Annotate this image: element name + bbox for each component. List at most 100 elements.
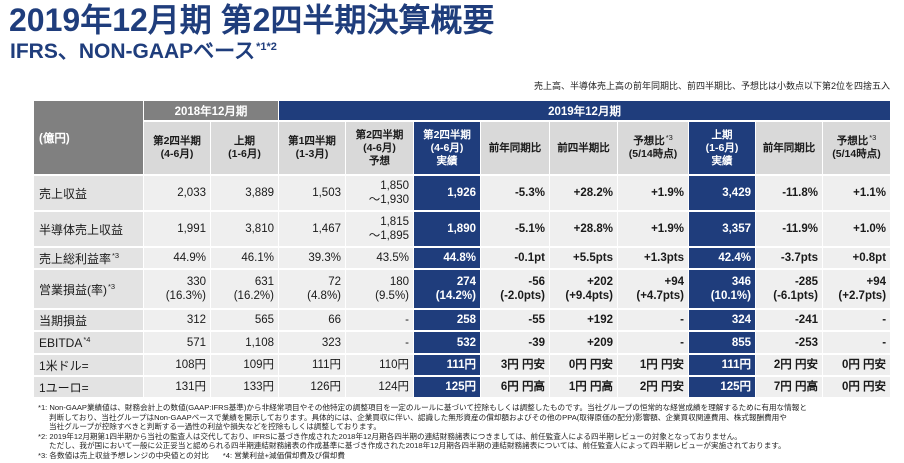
table-cell: -241 (755, 308, 823, 332)
table-cell: 1,815 〜1,895 (345, 210, 414, 248)
column-header-line: (5/14時点) (619, 148, 688, 161)
footnote-text: 当社グループが控除すべきと判断する一過性の利益や損失などを控除もしくは調整してお… (49, 422, 381, 432)
row-label-text: 半導体売上収益 (39, 222, 124, 237)
table-cell: +28.2% (549, 174, 618, 212)
cell-value: -0.1pt (514, 252, 545, 264)
column-header-line: 予想比*3 (619, 133, 688, 148)
table-cell: -56 (-2.0pts) (480, 268, 550, 310)
cell-line: +94 (866, 276, 887, 288)
table-cell: 312 (143, 308, 211, 332)
table-cell: 39.3% (278, 246, 346, 270)
period-header: 2019年12月期 (277, 99, 892, 122)
period-header-row: (億円) 2018年12月期 2019年12月期 (33, 99, 892, 176)
cell-value: 1円 円安 (639, 359, 684, 371)
table-cell: 0円 円安 (821, 375, 892, 399)
table-cell: 131円 (143, 375, 211, 399)
cell-line: (16.3%) (165, 290, 206, 302)
page-subtitle: IFRS、NON-GAAPベース*1*2 (10, 40, 277, 64)
table-cell: -11.8% (755, 174, 823, 212)
column-header: 第2四半期 (4-6月) 実績 (413, 120, 481, 176)
table-cell: 2円 円安 (755, 353, 823, 377)
cell-value: -5.1% (514, 223, 545, 235)
column-header-text: 上期 (711, 128, 733, 141)
row-label-text: 当期損益 (39, 313, 88, 328)
footnote-text: *1: Non-GAAP業績値は、財務会計上の数値(GAAP:IFRS基準)から… (38, 403, 807, 412)
table-cell: 6円 円高 (480, 375, 550, 399)
table-cell: +1.3pts (617, 246, 689, 270)
column-header: 上期 (1-6月) (210, 120, 279, 176)
table-cell: 2円 円安 (617, 375, 689, 399)
table-cell: 125円 (688, 375, 756, 399)
table-cell: - (821, 308, 892, 332)
table-cell: +1.1% (821, 174, 892, 212)
column-header-text: (1-3月) (295, 148, 329, 160)
results-table: (億円) 2018年12月期 2019年12月期 第2四半期 (4-6月) 上期 (1-… (33, 99, 892, 399)
footnote-text: *4: 営業利益+減価償却費及び償却費 (222, 450, 345, 460)
cell-value: 1,890 (447, 223, 476, 235)
cell-value: -39 (528, 336, 545, 349)
cell-line: 180 (389, 276, 409, 288)
footnotes: *1: Non-GAAP業績値は、財務会計上の数値(GAAP:IFRS基準)から… (38, 403, 896, 461)
table-cell: - (345, 330, 414, 355)
cell-line: 1,850 (380, 180, 409, 192)
cell-value: 0円 円安 (568, 359, 613, 371)
cell-value: 0円 円安 (841, 381, 887, 393)
cell-value: +0.8pt (852, 252, 887, 264)
row-label: 営業損益(率)*3 (33, 268, 144, 310)
column-header-line: (4-6月) (415, 141, 480, 155)
cell-value: 111円 (721, 359, 751, 371)
cell-value: +1.3pts (644, 252, 684, 264)
table-cell: 180 (9.5%) (345, 268, 414, 310)
column-header-text: (4-6月) (363, 141, 396, 154)
footnote-line: *1: Non-GAAP業績値は、財務会計上の数値(GAAP:IFRS基準)から… (38, 403, 896, 413)
cell-value: 133円 (243, 381, 274, 393)
column-header-line: 第1四半期 (280, 135, 345, 148)
cell-line: (14.2%) (435, 290, 476, 302)
page-title: 2019年12月期 第2四半期決算概要 (9, 2, 495, 38)
cell-line: (-6.1pts) (773, 290, 818, 302)
table-cell: 532 (413, 330, 481, 355)
cell-value: 109円 (243, 359, 274, 371)
cell-value: 1,108 (245, 336, 274, 349)
table-row: EBITDA*4 571 1,108 323 - 532 -39 +209 - 855 -253 - (33, 330, 892, 355)
cell-line: (-2.0pts) (500, 290, 545, 302)
table-cell: +202 (+9.4pts) (549, 268, 618, 310)
cell-value: 110円 (379, 359, 409, 371)
cell-value: 1,926 (447, 187, 476, 199)
cell-value: 565 (254, 314, 274, 326)
table-cell: 125円 (413, 375, 481, 399)
row-label: 1ユーロ= (33, 375, 144, 399)
table-cell: 44.9% (143, 246, 211, 270)
column-header-line: (1-6月) (212, 148, 278, 161)
table-cell: 72 (4.8%) (278, 268, 346, 310)
column-header-text: (5/14時点) (832, 148, 881, 160)
column-header: 第2四半期 (4-6月) 予想 (345, 120, 414, 176)
column-header-line: 第2四半期 (145, 135, 210, 148)
column-header-row: 第2四半期 (4-6月) 上期 (1-6月) 第1四半期 (1-3月) 第2四半期 (4-6月… (34, 120, 892, 176)
cell-line: 72 (328, 276, 341, 288)
table-cell: +28.8% (549, 210, 618, 248)
column-header-line: 予想比*3 (824, 133, 890, 148)
row-label: 売上総利益率*3 (33, 246, 144, 270)
column-header-line: 実績 (415, 155, 480, 168)
table-cell: -3.7pts (755, 246, 823, 270)
table-cell: 330 (16.3%) (143, 268, 211, 310)
table-cell: 1円 円安 (617, 353, 689, 377)
cell-value: 46.1% (241, 252, 274, 264)
column-header-text: (5/14時点) (628, 148, 678, 160)
table-cell: 571 (143, 330, 211, 355)
table-cell: 3,810 (210, 210, 279, 248)
cell-value: 44.8% (443, 252, 476, 264)
subtitle-note-marks: *1*2 (256, 41, 277, 53)
column-header-text: 前年同期比 (488, 141, 542, 154)
cell-line: +94 (664, 276, 684, 288)
footnote-text: *3: 各数値は売上収益予想レンジの中央値との対比 (38, 450, 209, 460)
cell-line: (10.1%) (710, 290, 751, 302)
table-cell: 111円 (688, 353, 756, 377)
footnote-line: ただし、我が国において一般に公正妥当と認められる四半期連結財務諸表の作成基準に基… (38, 441, 896, 451)
column-header-text: (4-6月) (430, 141, 464, 154)
row-label: 1米ドル= (33, 353, 144, 377)
cell-value: 39.3% (308, 252, 341, 264)
table-row: 売上収益 2,033 3,889 1,503 1,850 〜1,930 1,926 -5.3%… (33, 174, 892, 212)
